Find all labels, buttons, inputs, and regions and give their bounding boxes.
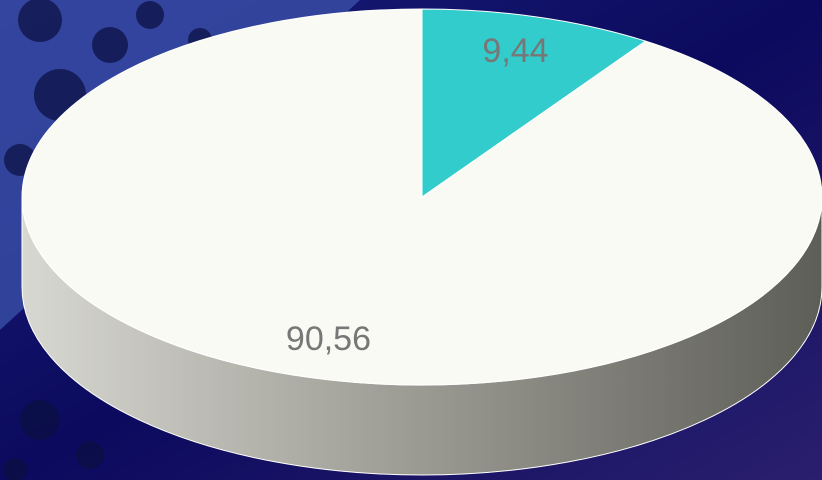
pie: 9,44 90,56 [22,9,822,475]
pie-slice [22,9,822,385]
chart: 9,44 90,56 [0,0,822,480]
data-label: 90,56 [286,320,371,358]
page: 9,4490,56 (() => { const data = JSON.par… [0,0,822,480]
data-label: 9,44 [482,32,548,70]
